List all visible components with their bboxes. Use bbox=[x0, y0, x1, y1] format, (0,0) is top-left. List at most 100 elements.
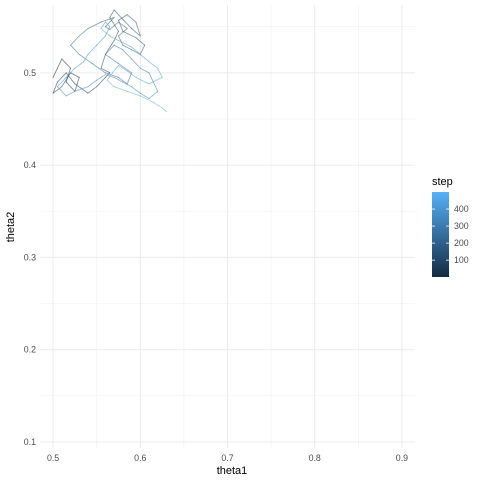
trace-segment bbox=[65, 90, 76, 97]
trace-segment bbox=[100, 28, 111, 37]
y-axis-title: theta2 bbox=[5, 212, 17, 243]
y-tick-label: 0.2 bbox=[24, 345, 36, 355]
trace-segment bbox=[139, 44, 146, 55]
trace-segment bbox=[113, 76, 124, 83]
y-tick-label: 0.4 bbox=[24, 160, 36, 170]
trace-segment bbox=[52, 81, 58, 94]
y-tick-label: 0.5 bbox=[24, 68, 36, 78]
trace-segment bbox=[104, 17, 115, 28]
trace-segment bbox=[126, 72, 133, 85]
trace-segment bbox=[70, 44, 80, 55]
trace-segment bbox=[111, 65, 119, 74]
trace-segment bbox=[118, 63, 133, 74]
trace-segment bbox=[52, 86, 63, 94]
trace-segment bbox=[118, 14, 128, 21]
trace-segment bbox=[148, 76, 163, 85]
trace-segment bbox=[135, 37, 146, 46]
trace-segment bbox=[131, 58, 141, 69]
legend-title: step bbox=[432, 176, 453, 188]
trace-segment bbox=[104, 40, 115, 55]
trace-segment bbox=[122, 81, 133, 88]
color-legend: step 100 200 300 400 bbox=[432, 176, 469, 277]
trace-segment bbox=[122, 44, 133, 51]
x-tick-label: 0.7 bbox=[221, 453, 233, 463]
x-tick-label: 0.5 bbox=[47, 453, 59, 463]
trace-segment bbox=[106, 72, 113, 81]
trace-segment bbox=[96, 76, 106, 88]
y-axis-ticks: 0.1 0.2 0.3 0.4 0.5 bbox=[24, 68, 36, 447]
trace-segment bbox=[152, 101, 163, 109]
trace-segment bbox=[131, 28, 141, 37]
trace-segment bbox=[61, 58, 71, 69]
trace-segment bbox=[96, 35, 106, 46]
trace-segment bbox=[109, 9, 115, 18]
x-axis-ticks: 0.5 0.6 0.7 0.8 0.9 bbox=[47, 453, 408, 463]
legend-tick-label: 200 bbox=[454, 238, 469, 248]
legend-colorbar bbox=[432, 192, 449, 277]
legend-ticks: 100 200 300 400 bbox=[432, 204, 469, 265]
legend-tick-label: 300 bbox=[454, 221, 469, 231]
trace-segment bbox=[122, 49, 133, 60]
trace-segment bbox=[139, 92, 150, 100]
trace-segment bbox=[148, 61, 159, 69]
trace-segment bbox=[100, 67, 111, 74]
x-tick-label: 0.6 bbox=[134, 453, 146, 463]
x-tick-label: 0.8 bbox=[309, 453, 321, 463]
trace-segment bbox=[118, 76, 128, 85]
trace-segment bbox=[83, 53, 89, 63]
trace-segment bbox=[113, 9, 124, 20]
trace-segment bbox=[118, 65, 128, 72]
trace-segment bbox=[118, 35, 124, 46]
trace-segment bbox=[118, 19, 124, 32]
trace-segment bbox=[100, 21, 106, 29]
y-tick-label: 0.1 bbox=[24, 437, 36, 447]
trace-segment bbox=[152, 81, 159, 92]
trace-segment bbox=[131, 86, 141, 94]
trace-segment bbox=[87, 79, 98, 88]
trace-segment bbox=[161, 107, 167, 113]
trace-segment bbox=[70, 35, 80, 46]
trace-segment bbox=[135, 76, 150, 85]
trace-segment bbox=[74, 61, 85, 69]
trace-segment bbox=[135, 21, 141, 37]
trace-segment bbox=[96, 74, 106, 81]
trace-segment bbox=[157, 67, 163, 78]
trace-segment bbox=[139, 53, 150, 63]
legend-tick-label: 400 bbox=[454, 204, 469, 214]
trace-segment bbox=[74, 76, 80, 92]
trace-segment bbox=[65, 67, 76, 78]
trace-segment bbox=[91, 63, 106, 74]
trace-segment bbox=[56, 76, 67, 88]
trace-segment bbox=[87, 21, 102, 29]
trace-segment bbox=[126, 14, 137, 23]
trace-segment bbox=[109, 17, 119, 32]
trace-segment bbox=[100, 17, 115, 23]
trace-segment bbox=[78, 28, 89, 37]
trace-segment bbox=[104, 72, 119, 78]
trace-segment bbox=[113, 44, 124, 51]
trace-segment bbox=[74, 86, 89, 92]
trace-segment bbox=[126, 70, 137, 78]
trace-segment bbox=[106, 79, 115, 88]
trace-segment bbox=[65, 72, 76, 85]
trace-segment bbox=[113, 86, 128, 92]
major-gridlines bbox=[40, 5, 415, 448]
trace-segment bbox=[100, 53, 106, 69]
trace-segment bbox=[52, 67, 58, 78]
trace-segment bbox=[139, 67, 150, 74]
trace-segment bbox=[104, 53, 119, 65]
trace-segment bbox=[65, 81, 76, 92]
trace-segment bbox=[148, 72, 154, 83]
trace-segment bbox=[109, 35, 119, 41]
trace-segment bbox=[118, 21, 128, 29]
trace-segment bbox=[148, 90, 159, 100]
trace-segment bbox=[109, 21, 119, 30]
legend-tick-label: 100 bbox=[454, 255, 469, 265]
trace-segment bbox=[122, 18, 133, 29]
x-tick-label: 0.9 bbox=[396, 453, 408, 463]
trace-segment bbox=[131, 46, 141, 55]
trace-segment bbox=[61, 72, 71, 88]
trace-segment bbox=[56, 72, 67, 83]
